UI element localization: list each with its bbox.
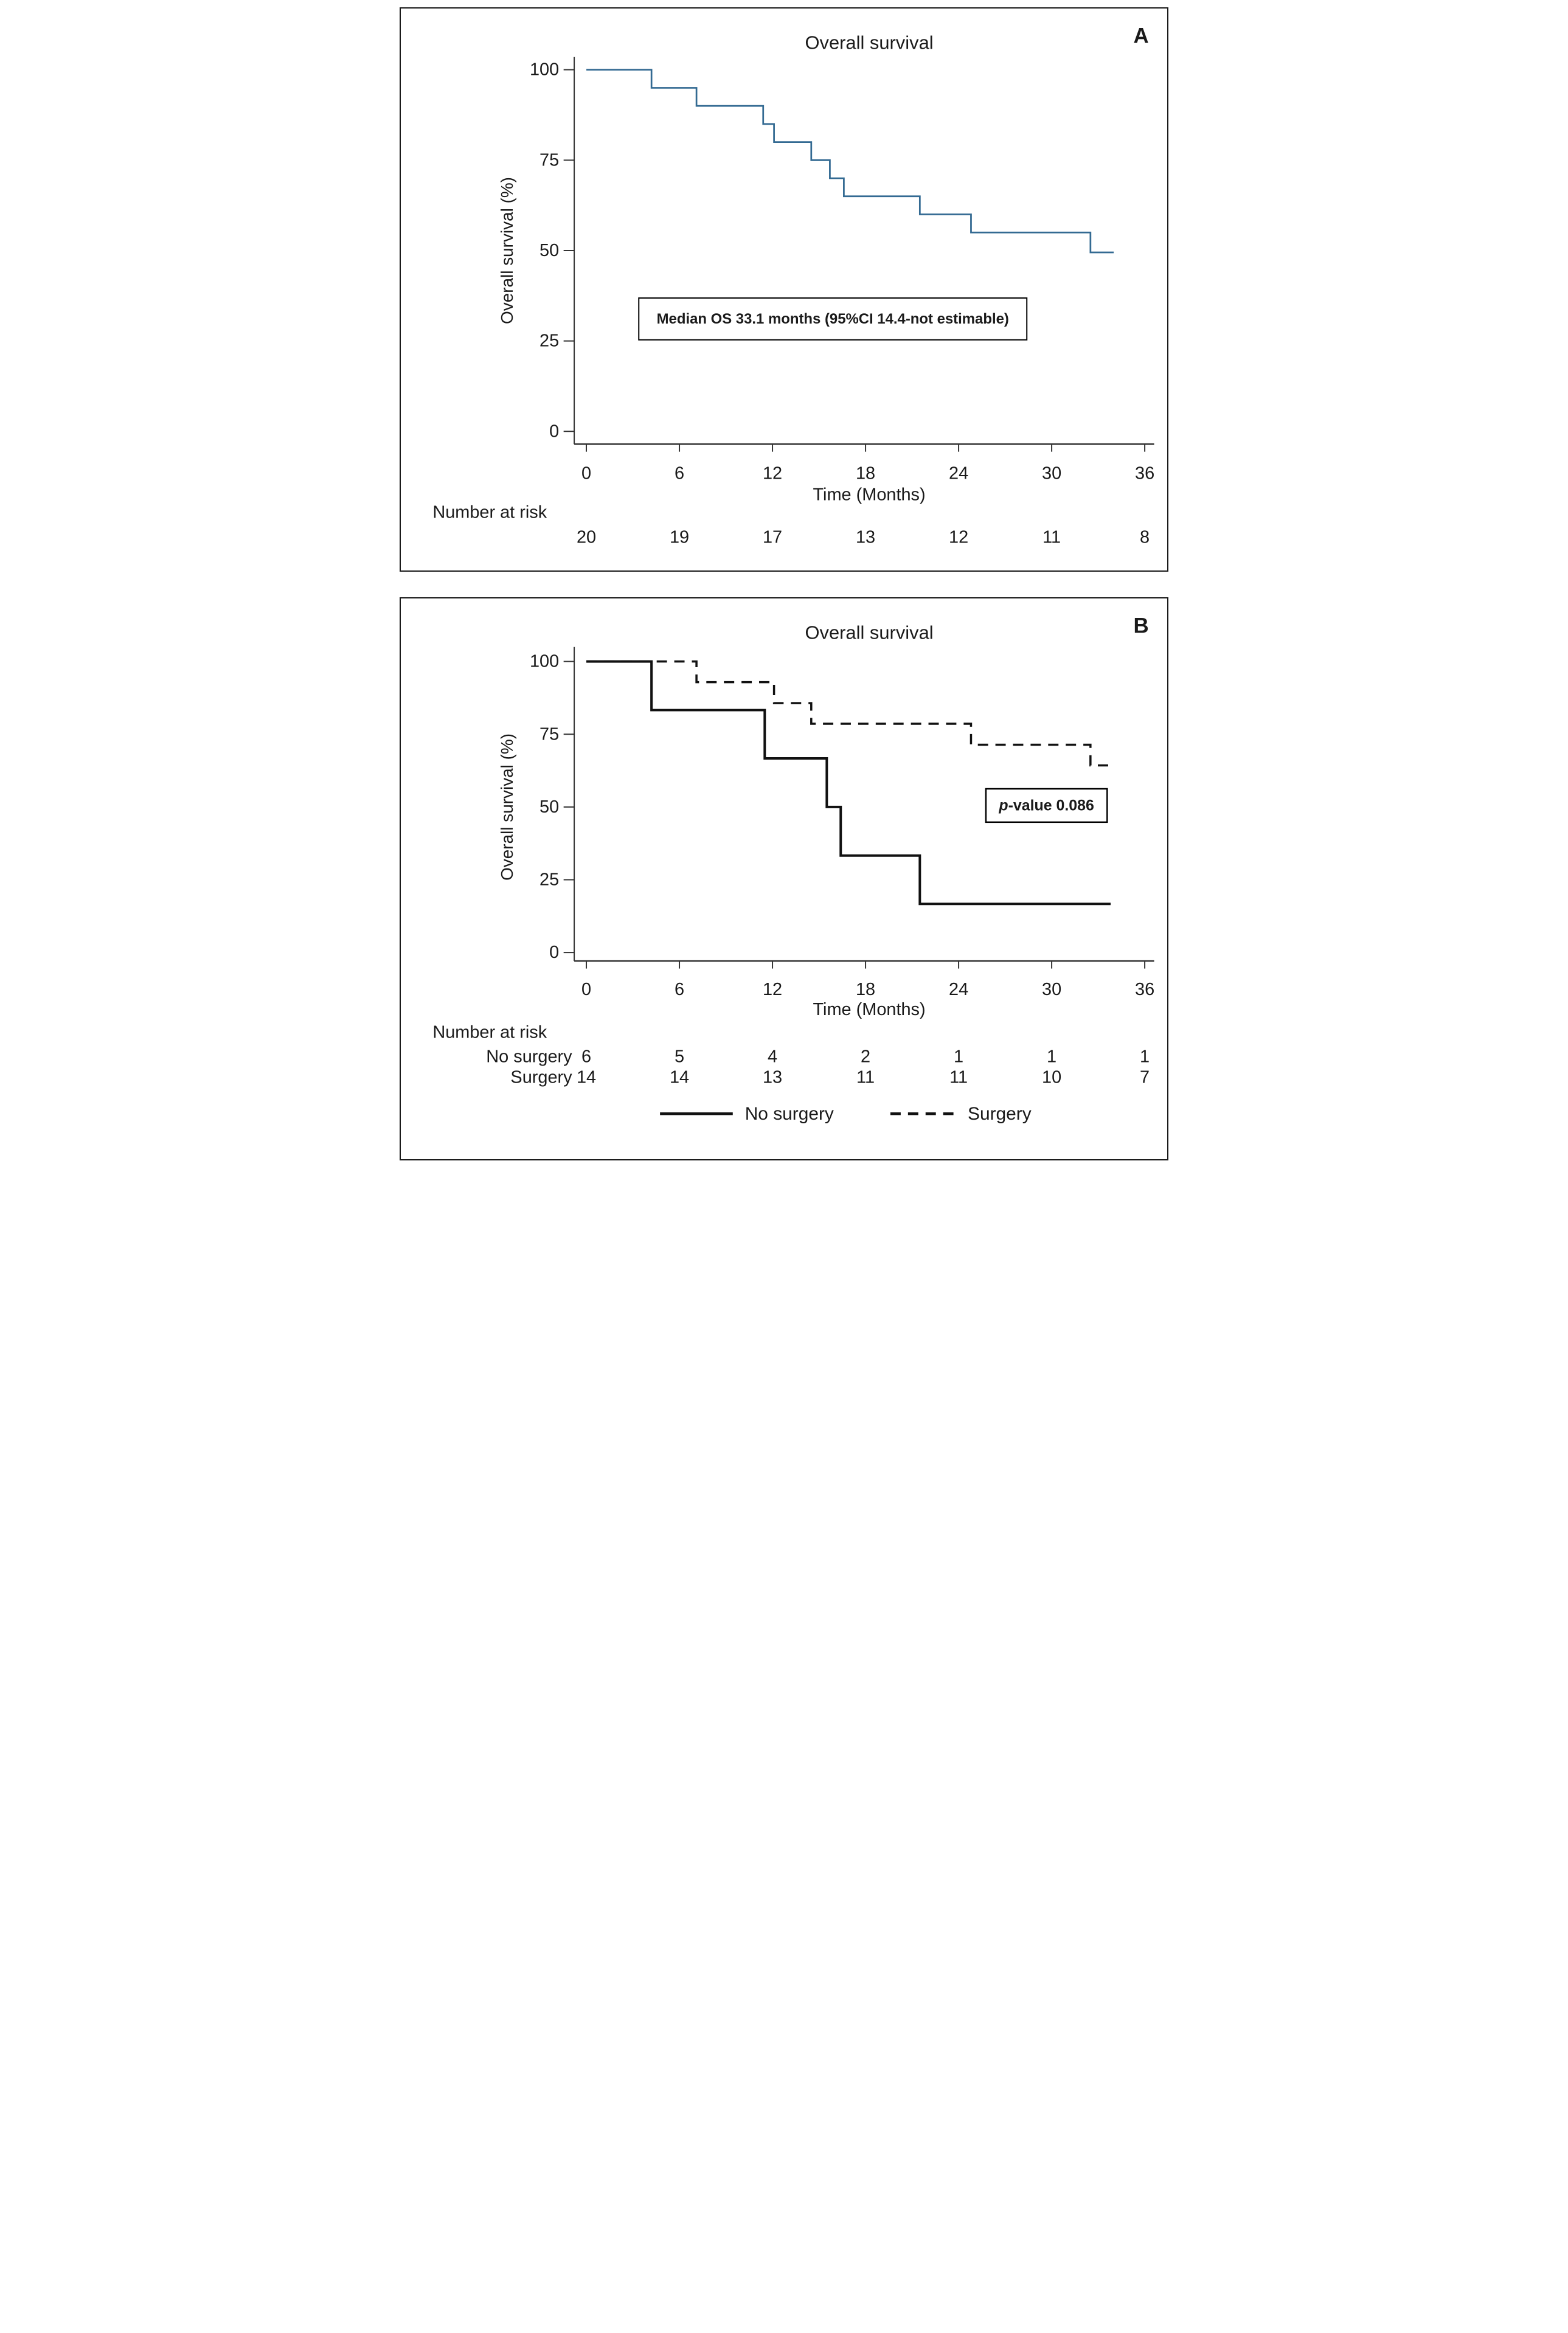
panel-letter: A [1134, 24, 1149, 47]
legend-label: No surgery [745, 1103, 834, 1123]
x-axis-label: Time (Months) [813, 999, 925, 1019]
x-tick-label: 18 [856, 980, 875, 999]
x-tick-label: 24 [949, 464, 968, 484]
risk-count: 1 [1047, 1047, 1056, 1066]
y-tick-label: 0 [549, 943, 559, 962]
x-tick-label: 6 [675, 464, 684, 484]
risk-count: 11 [1042, 528, 1061, 547]
panel-letter: B [1134, 614, 1149, 637]
x-tick-label: 18 [856, 464, 875, 484]
risk-count: 19 [670, 528, 689, 547]
risk-count: 17 [763, 528, 782, 547]
risk-count: 1 [1140, 1047, 1150, 1066]
annotation-box [985, 788, 1108, 823]
risk-count: 12 [949, 528, 968, 547]
risk-count: 2 [861, 1047, 870, 1066]
risk-row-label: No surgery [486, 1047, 572, 1066]
x-axis-label: Time (Months) [813, 485, 925, 504]
survival-curve-all-patients [586, 69, 1114, 254]
risk-count: 7 [1140, 1067, 1150, 1087]
y-tick-label: 50 [539, 241, 559, 260]
risk-count: 10 [1042, 1067, 1061, 1087]
annotation-box [638, 297, 1028, 341]
risk-row-label: Surgery [510, 1067, 572, 1087]
risk-count: 4 [768, 1047, 777, 1066]
panel-title: Overall survival [805, 622, 933, 643]
y-axis-label: Overall survival (%) [498, 733, 516, 881]
annotation-italic-p: p [998, 797, 1008, 814]
annotation-text: p-value 0.086 [998, 797, 1094, 814]
figure-page: Overall survival A Overall survival (%) 100… [392, 0, 1176, 1168]
x-tick-label: 0 [581, 980, 591, 999]
risk-count: 14 [577, 1067, 596, 1087]
risk-count: 14 [670, 1067, 689, 1087]
y-tick-label: 25 [539, 870, 559, 889]
risk-table-header: Number at risk [432, 502, 547, 522]
y-tick-label: 100 [530, 60, 559, 80]
y-axis-label: Overall survival (%) [498, 177, 516, 324]
risk-count: 8 [1140, 528, 1150, 547]
risk-count: 1 [954, 1047, 963, 1066]
y-tick-label: 75 [539, 724, 559, 744]
risk-count: 11 [949, 1067, 968, 1087]
annotation-text-rest: -value 0.086 [1008, 797, 1094, 814]
x-tick-label: 0 [581, 464, 591, 484]
x-tick-label: 24 [949, 980, 968, 999]
panel-title: Overall survival [805, 32, 933, 53]
x-tick-label: 36 [1135, 464, 1154, 484]
x-tick-label: 30 [1042, 980, 1061, 999]
survival-curve-surgery [586, 660, 1111, 766]
x-tick-label: 30 [1042, 464, 1061, 484]
y-tick-label: 0 [549, 421, 559, 441]
legend-label: Surgery [968, 1103, 1032, 1123]
y-tick-label: 25 [539, 331, 559, 351]
annotation-text: Median OS 33.1 months (95%CI 14.4-not es… [657, 311, 1009, 327]
x-tick-label: 6 [675, 980, 684, 999]
risk-count: 6 [581, 1047, 591, 1066]
panel-b: Overall survival B Overall survival (%) 100… [400, 597, 1168, 1160]
x-tick-label: 36 [1135, 980, 1154, 999]
panel-a-chart: Overall survival A Overall survival (%) 100… [432, 24, 1154, 547]
risk-count: 11 [856, 1067, 875, 1087]
risk-count: 20 [577, 528, 596, 547]
risk-count: 13 [856, 528, 875, 547]
x-tick-label: 12 [763, 980, 782, 999]
x-tick-label: 12 [763, 464, 782, 484]
survival-curve-no-surgery [586, 660, 1111, 905]
y-tick-label: 75 [539, 150, 559, 170]
risk-table-header: Number at risk [432, 1022, 547, 1042]
y-tick-label: 100 [530, 651, 559, 671]
risk-count: 5 [675, 1047, 684, 1066]
risk-count: 13 [763, 1067, 782, 1087]
panel-a: Overall survival A Overall survival (%) 100… [400, 7, 1168, 572]
y-tick-label: 50 [539, 797, 559, 816]
